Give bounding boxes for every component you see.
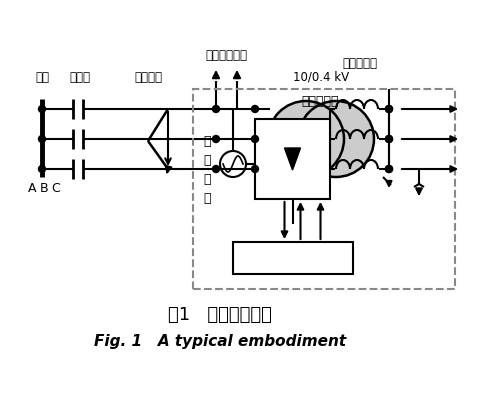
- Text: 配变上游负载: 配变上游负载: [205, 49, 247, 62]
- Text: A: A: [28, 182, 36, 195]
- Text: B: B: [40, 182, 48, 195]
- Circle shape: [39, 166, 45, 173]
- Circle shape: [385, 106, 393, 113]
- Text: 晶闸管单元: 晶闸管单元: [301, 95, 339, 108]
- Circle shape: [212, 106, 220, 113]
- Text: 配电变压器: 配电变压器: [343, 57, 378, 70]
- Circle shape: [385, 136, 393, 143]
- Text: 短路故障: 短路故障: [134, 71, 162, 84]
- Circle shape: [385, 106, 393, 113]
- Circle shape: [252, 106, 258, 113]
- Text: C: C: [52, 182, 60, 195]
- Text: 图1   典型实施方案: 图1 典型实施方案: [168, 305, 272, 323]
- Text: Fig. 1   A typical embodiment: Fig. 1 A typical embodiment: [94, 334, 346, 348]
- Circle shape: [252, 136, 258, 143]
- Circle shape: [212, 166, 220, 173]
- Circle shape: [39, 136, 45, 143]
- Text: 母线: 母线: [35, 71, 49, 84]
- Circle shape: [385, 166, 393, 173]
- Circle shape: [298, 102, 374, 178]
- Text: 逆
变
电
源: 逆 变 电 源: [203, 135, 211, 204]
- Circle shape: [268, 102, 344, 178]
- Text: 10/0.4 kV: 10/0.4 kV: [293, 71, 349, 84]
- Bar: [255, 120, 330, 200]
- Bar: [232, 243, 352, 274]
- Bar: [193, 90, 455, 289]
- Circle shape: [385, 136, 393, 143]
- Circle shape: [39, 106, 45, 113]
- Circle shape: [212, 136, 220, 143]
- Polygon shape: [285, 148, 301, 171]
- Text: 断路器: 断路器: [70, 71, 91, 84]
- Circle shape: [252, 166, 258, 173]
- Text: 控制与测量: 控制与测量: [274, 252, 311, 265]
- Circle shape: [385, 166, 393, 173]
